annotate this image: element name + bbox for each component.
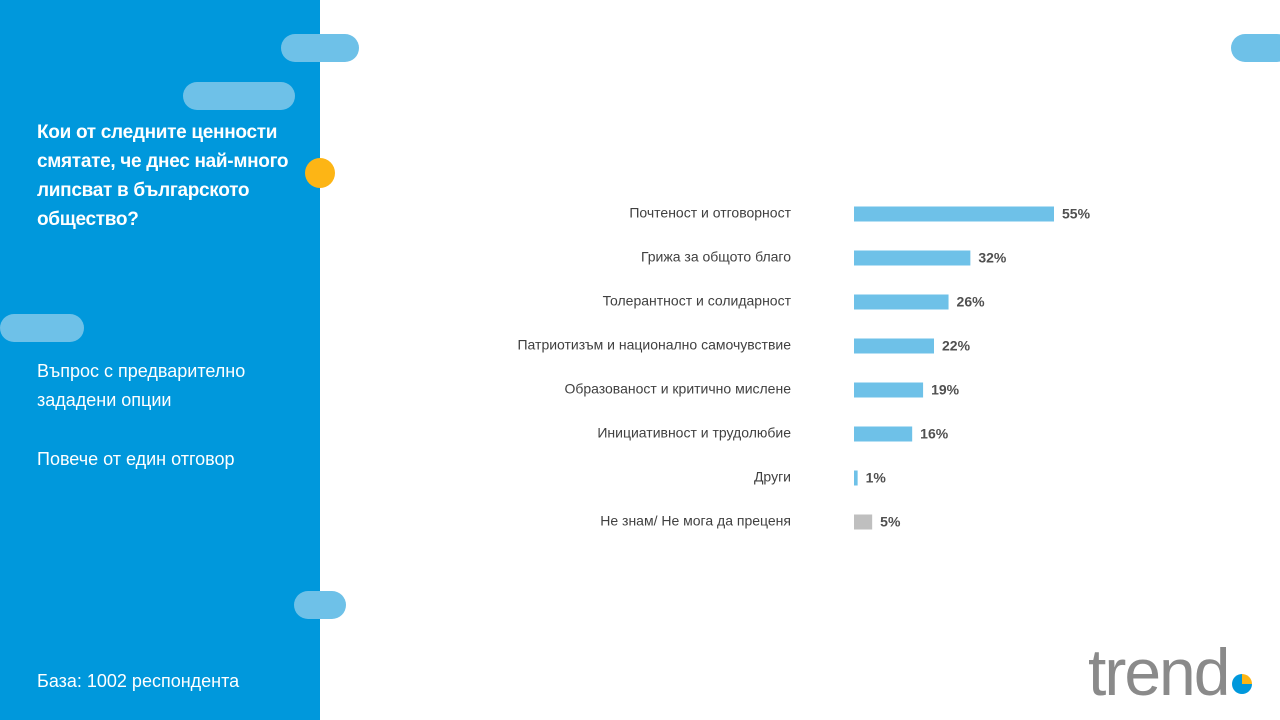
decor-pill [1231,34,1280,62]
base-note: База: 1002 респондента [37,671,240,691]
category-label: Образованост и критично мислене [564,381,791,397]
decor-pill [0,314,84,342]
decor-dot [305,158,335,188]
value-label: 19% [931,382,960,398]
category-label: Почтеност и отговорност [629,205,791,221]
value-label: 5% [880,514,901,530]
category-label: Толерантност и солидарност [603,293,792,309]
decor-pill [183,82,295,110]
value-label: 16% [920,426,949,442]
value-label: 55% [1062,206,1091,222]
note: Въпрос с предварително зададени опции [37,361,246,410]
logo-icon [1232,674,1252,694]
decor-pill [294,591,346,619]
value-label: 1% [866,470,887,486]
category-label: Не знам/ Не мога да преценя [600,513,791,529]
bar [854,294,949,310]
value-label: 26% [957,294,986,310]
bar [854,514,873,530]
question-title: Кои от следните ценности смятате, че дне… [37,122,289,230]
value-label: 32% [978,250,1007,266]
note: Повече от един отговор [37,449,235,469]
category-label: Патриотизъм и национално самочувствие [517,337,791,353]
category-label: Инициативност и трудолюбие [597,425,791,441]
bar [854,426,913,442]
category-label: Грижа за общото благо [641,249,791,265]
side-panel [0,0,320,720]
value-label: 22% [942,338,971,354]
logo: trend [1088,635,1230,709]
bar [854,382,924,398]
category-label: Други [754,469,791,485]
bar [854,338,934,354]
bar [854,206,1054,222]
bar [854,250,971,266]
decor-pill [281,34,359,62]
bar [854,470,858,486]
